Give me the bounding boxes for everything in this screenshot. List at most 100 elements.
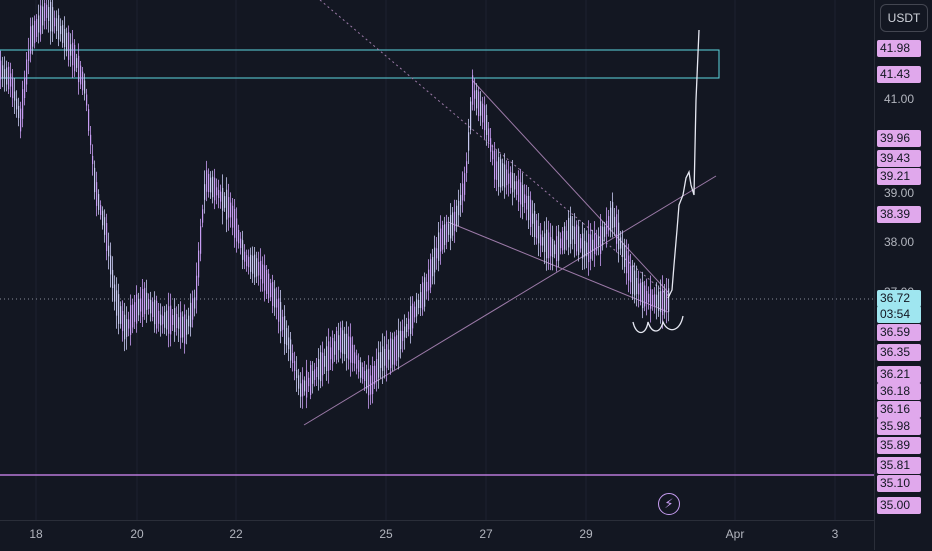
candle-body [412,303,414,329]
candle-body [666,291,668,310]
candle-body [222,187,224,211]
candle-body [240,238,242,248]
candle-body [464,173,466,195]
candle-body [458,200,460,216]
candle-body [154,299,156,325]
candle-body [184,314,186,344]
candle-body [62,25,64,43]
candle-body [396,335,398,361]
candle-body [228,197,230,218]
candle-body [660,291,662,313]
candle-body [326,346,328,372]
resistance-zone[interactable] [0,49,720,79]
candle-body [532,213,534,224]
candle-body [380,352,382,368]
candle-body [302,379,304,397]
candle-body [472,75,474,105]
candle-body [246,255,248,267]
candle-body [194,297,196,309]
candle-body [192,298,194,320]
price-label: 35.00 [877,497,921,514]
candle-body [388,349,390,360]
time-axis[interactable] [0,520,874,551]
candle-body [14,91,16,101]
price-label: 35.89 [877,437,921,454]
candle-body [116,290,118,316]
candle-body [188,315,190,327]
time-label: 27 [479,527,493,541]
candle-body [54,17,56,27]
candle-body [128,319,130,329]
candle-body [30,26,32,54]
candle-body [372,365,374,395]
price-label: 36.18 [877,383,921,400]
price-chart[interactable] [0,0,874,520]
candle-body [160,314,162,326]
candle-body [318,359,320,380]
candle-body [76,58,78,68]
descending-trendline-outer[interactable] [319,0,671,298]
candle-body [16,98,18,110]
candle-body [588,233,590,263]
candle-body [426,281,428,292]
candle-body [550,237,552,257]
candle-body [442,225,444,250]
candle-body [650,289,652,309]
candle-body [250,254,252,272]
candle-body [4,69,6,79]
candle-body [196,275,198,301]
candle-body [394,336,396,365]
candle-body [48,7,50,21]
candle-body [8,66,10,90]
candle-body [46,4,48,18]
price-label: 35.10 [877,475,921,492]
candle-body [78,55,80,83]
candle-body [520,182,522,205]
candle-body [112,269,114,289]
candle-body [362,367,364,379]
candle-body [178,317,180,329]
candle-body [166,310,168,330]
time-label: 3 [831,527,839,541]
candle-body [130,305,132,335]
candle-body [262,264,264,284]
candle-body [28,51,30,61]
candle-body [200,226,202,254]
candle-body [414,306,416,318]
candle-body [424,277,426,307]
candle-body [610,207,612,231]
price-tick: 38.00 [884,235,915,249]
price-label: 41.43 [877,66,921,83]
candle-body [386,344,388,368]
candle-body [338,335,340,351]
candle-body [582,233,584,259]
candle-body [70,44,72,56]
candle-body [80,65,82,85]
candle-body [474,90,476,99]
candle-body [322,352,324,376]
projection-drawing[interactable] [632,29,700,334]
lightning-bolt-icon[interactable]: ⚡ [658,493,680,515]
candle-body [384,348,386,366]
candle-body [224,196,226,208]
candle-body [644,285,646,307]
time-label: 20 [130,527,144,541]
candle-body [330,347,332,360]
candle-body [652,294,654,306]
candle-body [136,294,138,324]
candle-body [658,291,660,311]
candle-body [512,173,514,193]
currency-button[interactable]: USDT [880,4,928,32]
candle-body [64,28,66,48]
candle-body [44,3,46,21]
candle-body [468,132,470,151]
descending-trendline-lower[interactable] [447,221,669,313]
candle-body [496,161,498,180]
price-label: 36.59 [877,324,921,341]
candle-body [518,179,520,202]
candle-body [410,306,412,334]
time-label: 25 [379,527,393,541]
descending-trendline-upper[interactable] [471,79,669,293]
candle-body [356,355,358,369]
candle-body [454,211,456,231]
